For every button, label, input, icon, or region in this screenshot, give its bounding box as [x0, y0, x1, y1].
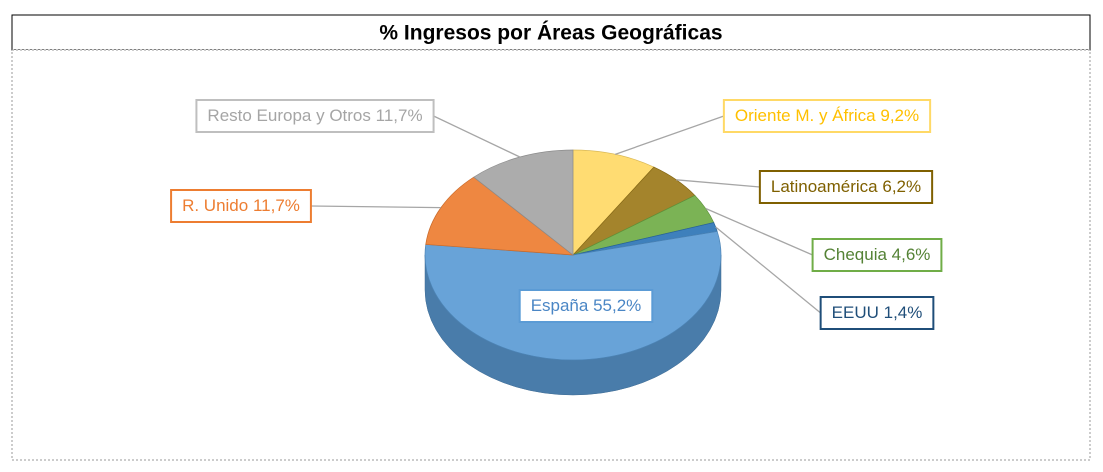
label-text: Oriente M. y África 9,2% — [735, 106, 919, 125]
label-category: Latinoamérica — [771, 177, 878, 196]
label-box — [170, 189, 312, 223]
label-box — [722, 99, 932, 133]
label-text: España 55,2% — [531, 296, 642, 315]
leader-line — [310, 205, 441, 209]
label-category: R. Unido — [182, 196, 248, 215]
label-category: España — [531, 296, 589, 315]
label-box — [195, 99, 435, 133]
label-text: Resto Europa y Otros 11,7% — [207, 106, 422, 125]
label-value: 1,4% — [884, 303, 923, 322]
data-label: EEUU 1,4% — [819, 296, 935, 330]
leader-line — [715, 226, 822, 314]
slice — [572, 149, 655, 256]
label-text: R. Unido 11,7% — [182, 196, 300, 215]
label-category: Resto Europa y Otros — [207, 106, 370, 125]
slice — [473, 149, 574, 256]
label-value: 11,7% — [253, 196, 300, 215]
title-box — [11, 14, 1091, 51]
slice — [425, 176, 575, 256]
label-category: Oriente M. y África — [735, 106, 876, 125]
leader-line — [676, 179, 760, 188]
data-label: Oriente M. y África 9,2% — [722, 99, 932, 133]
label-value: 4,6% — [892, 245, 931, 264]
chart-title: % Ingresos por Áreas Geográficas — [379, 22, 722, 45]
label-value: 11,7% — [376, 106, 423, 125]
data-label: Chequia 4,6% — [811, 238, 943, 272]
leader-line — [614, 115, 725, 155]
data-label: Resto Europa y Otros 11,7% — [195, 99, 435, 133]
data-label: España 55,2% — [518, 289, 654, 323]
label-box — [758, 170, 934, 204]
data-label: R. Unido 11,7% — [170, 189, 312, 223]
label-box — [811, 238, 943, 272]
label-category: EEUU — [832, 303, 879, 322]
leader-line — [705, 207, 813, 256]
label-text: Chequia 4,6% — [824, 245, 931, 264]
label-text: Latinoamérica 6,2% — [771, 177, 921, 196]
label-value: 55,2% — [593, 296, 641, 315]
label-box — [518, 289, 654, 323]
label-box — [819, 296, 935, 330]
leader-line — [433, 115, 521, 158]
label-text: EEUU 1,4% — [832, 303, 923, 322]
data-label: Latinoamérica 6,2% — [758, 170, 934, 204]
label-value: 6,2% — [882, 177, 921, 196]
label-value: 9,2% — [880, 106, 919, 125]
label-category: Chequia — [824, 245, 888, 264]
